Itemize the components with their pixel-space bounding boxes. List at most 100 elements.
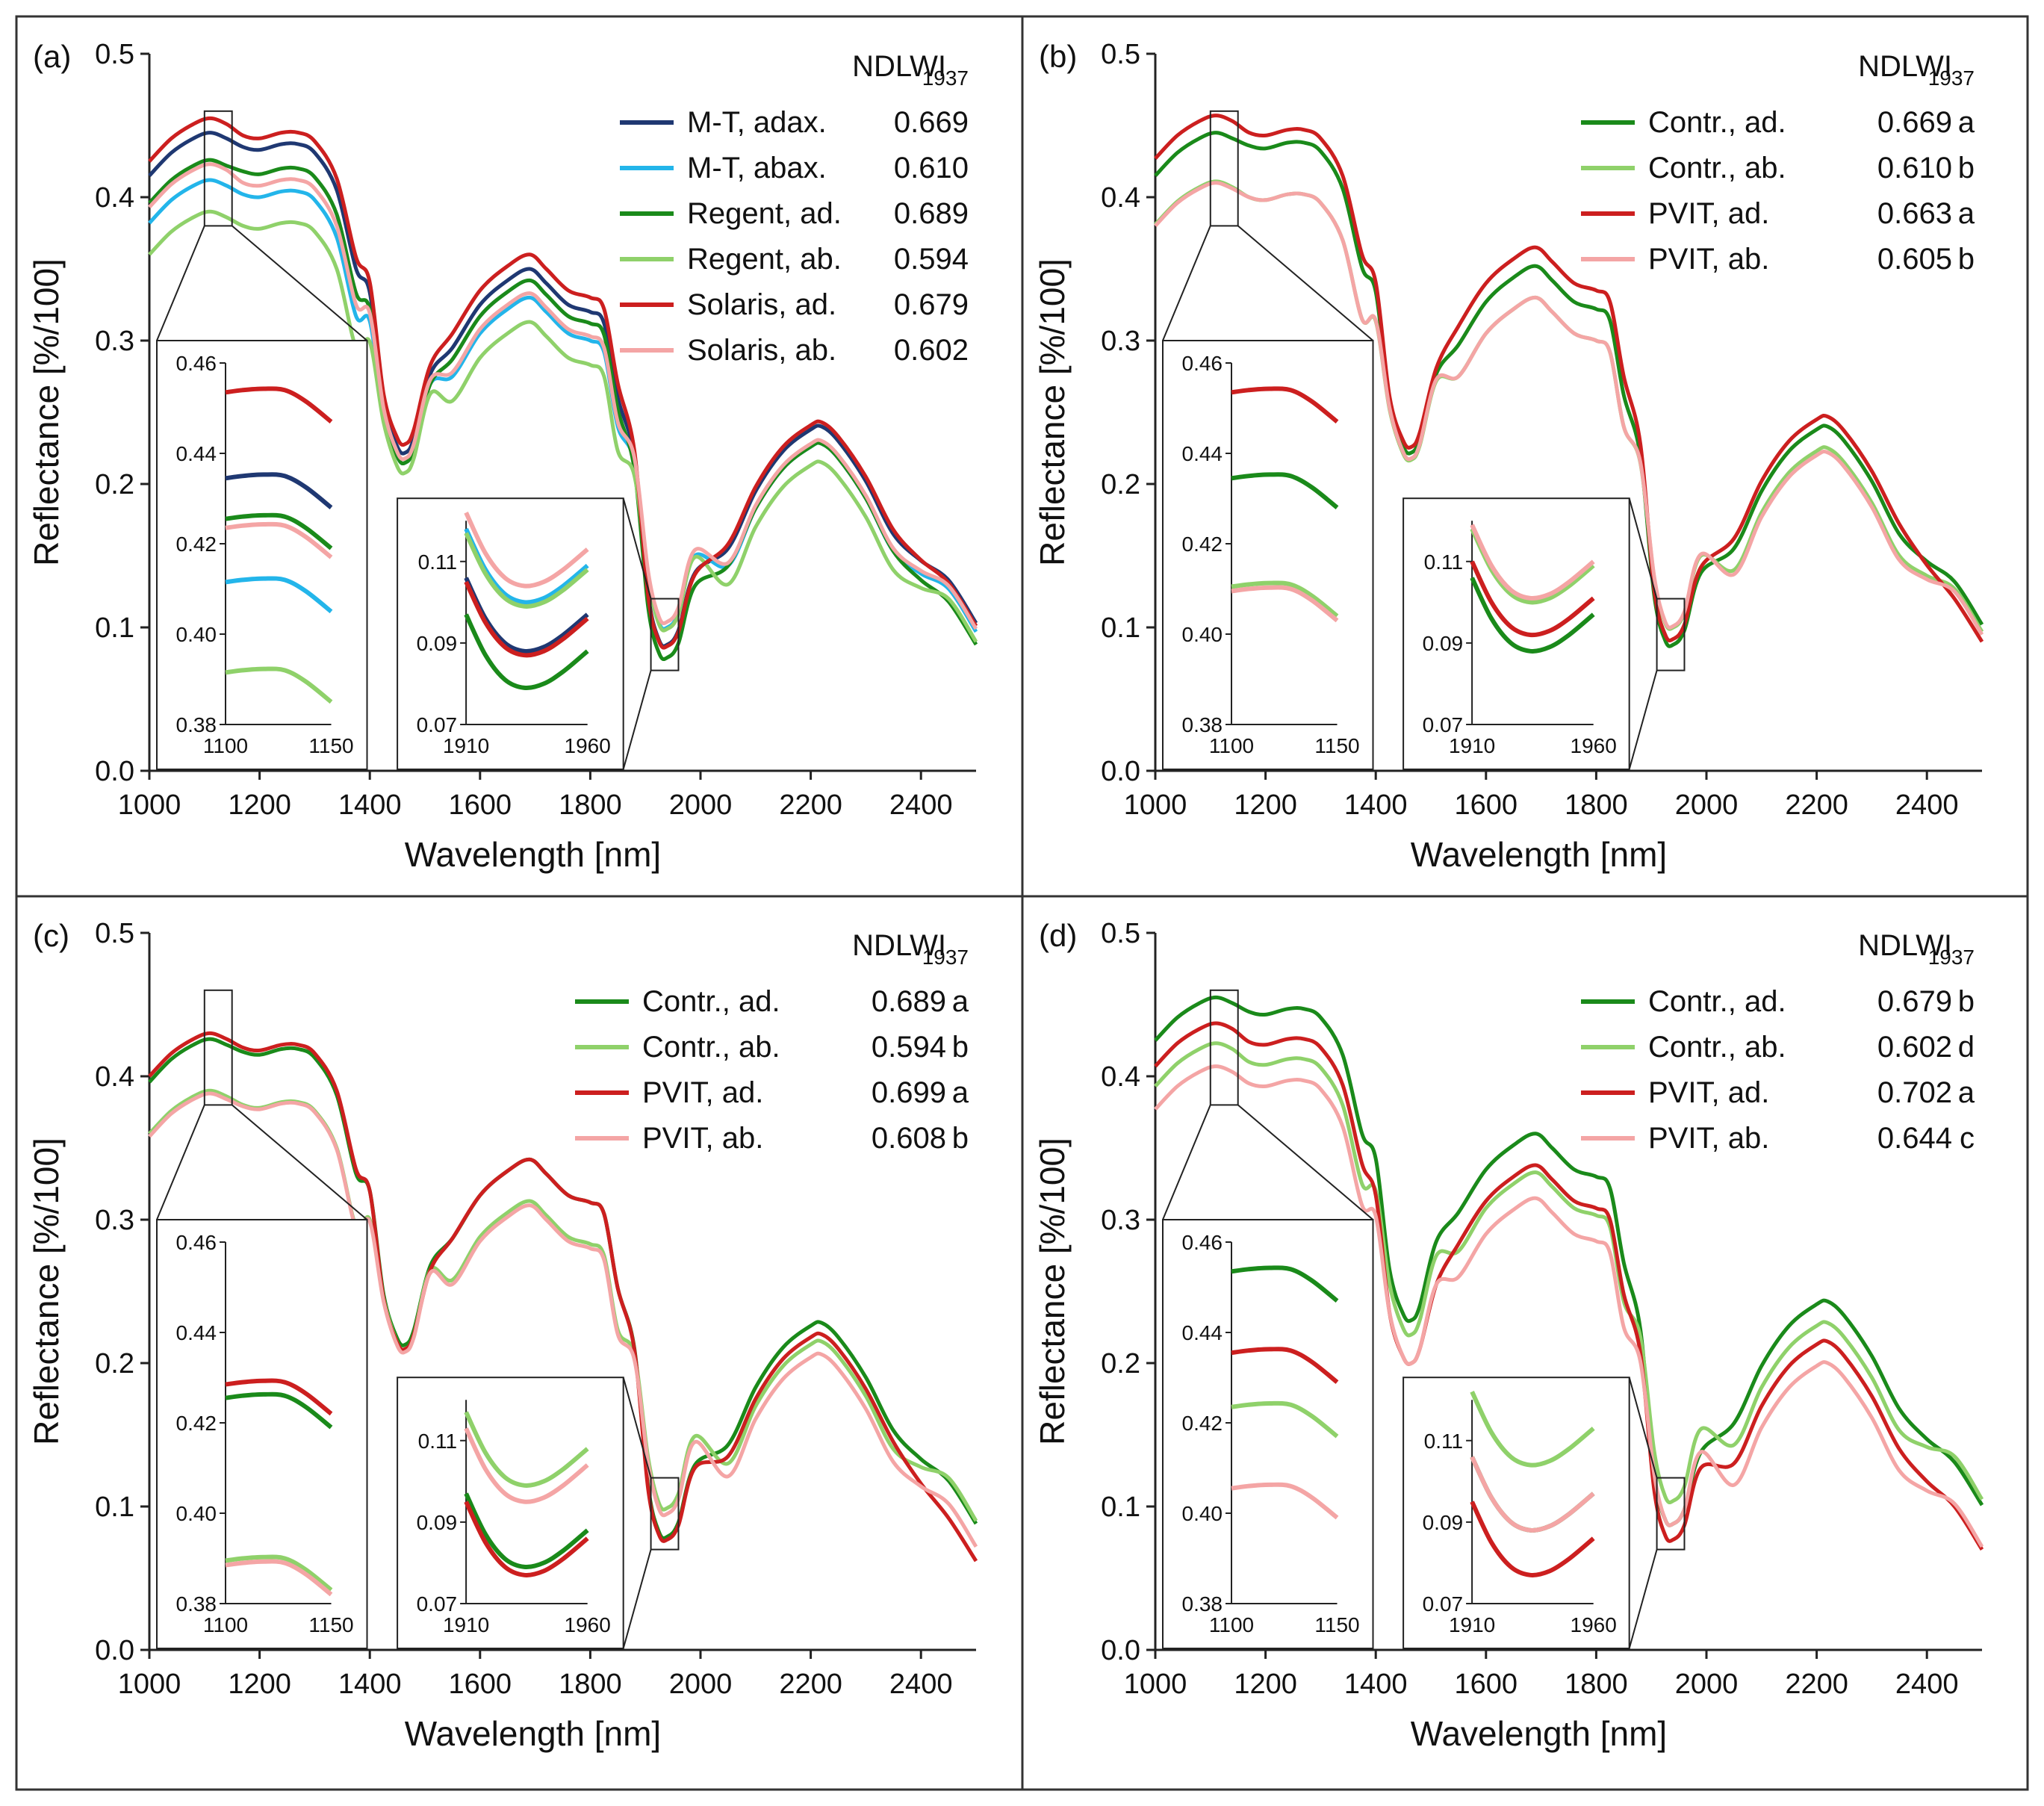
inset-1-series-line — [225, 1391, 333, 1430]
x-tick-label: 1600 — [1455, 1669, 1518, 1700]
series-line — [148, 1091, 978, 1548]
legend-entry-value: 0.663 — [1877, 197, 1952, 230]
legend-entry-letter: b — [952, 1031, 969, 1064]
legend-entry-letter: c — [1960, 1122, 1975, 1155]
x-tick-label: 1000 — [118, 789, 181, 821]
inset-2-series-line — [1470, 1456, 1595, 1533]
inset-1-y-tick-label: 0.46 — [1182, 1231, 1223, 1254]
inset-2-series-line — [1470, 1501, 1595, 1577]
legend-entry-value: 0.644 — [1877, 1122, 1952, 1155]
legend-entry-letter: b — [1958, 243, 1975, 276]
inset-1-y-tick-label: 0.44 — [1182, 442, 1223, 465]
inset-1-x-tick-label: 1150 — [1314, 1613, 1359, 1636]
y-tick-label: 0.2 — [95, 469, 134, 500]
series-line — [1154, 114, 1984, 643]
y-tick-label: 0.1 — [1101, 1492, 1140, 1523]
legend-title-subscript: 1937 — [1928, 946, 1975, 969]
legend-entry-value: 0.594 — [894, 243, 969, 276]
inset-1-y-tick-label: 0.38 — [176, 713, 217, 736]
inset-1-series-line — [1231, 1482, 1339, 1520]
inset-1-series-line — [1231, 386, 1339, 424]
panel-label: (a) — [33, 39, 71, 74]
inset-1-x-tick-label: 1100 — [1209, 734, 1254, 757]
x-tick-label: 1200 — [228, 1669, 291, 1700]
x-tick-label: 2200 — [1785, 789, 1848, 821]
x-tick-label: 2000 — [669, 789, 733, 821]
inset-2-x-tick-label: 1960 — [1571, 1613, 1617, 1636]
y-tick-label: 0.1 — [95, 612, 134, 644]
inset-2-series-line — [464, 512, 589, 589]
inset-1-connector — [1162, 226, 1211, 341]
legend-entry-value: 0.689 — [894, 197, 969, 230]
inset-1-series-line — [225, 472, 333, 509]
inset-1-series-line — [1231, 580, 1339, 618]
inset-2-x-tick-label: 1910 — [1449, 734, 1495, 757]
x-tick-label: 2200 — [1785, 1669, 1848, 1700]
series-line — [148, 116, 978, 650]
inset-1-frame — [1162, 1219, 1374, 1649]
inset-2-y-tick-label: 0.11 — [1424, 1430, 1463, 1453]
panel-label: (b) — [1039, 39, 1077, 74]
y-tick-label: 0.4 — [95, 182, 134, 214]
y-tick-label: 0.5 — [95, 918, 134, 949]
legend-entry-name: Regent, ad. — [687, 197, 842, 230]
y-tick-label: 0.3 — [95, 1205, 134, 1236]
legend-entry-name: PVIT, ad. — [642, 1076, 763, 1109]
inset-1-y-tick-label: 0.40 — [1182, 623, 1223, 646]
chart-panel-a: 0.0 0.1 0.2 0.3 0.4 0.5 1000 1200 1400 1600 1800 20… — [27, 39, 978, 874]
inset-1-connector — [156, 226, 205, 341]
inset-1-x-tick-label: 1100 — [203, 734, 248, 757]
inset-1-connector — [156, 1105, 205, 1220]
y-axis-title: Reflectance [%/100] — [1033, 1138, 1072, 1445]
y-tick-label: 0.4 — [95, 1061, 134, 1093]
inset-2-series-line — [464, 532, 589, 609]
x-tick-label: 1400 — [1344, 1669, 1408, 1700]
inset-2-x-tick-label: 1960 — [565, 1613, 611, 1636]
legend-entry-value: 0.610 — [894, 152, 969, 184]
legend-entry-letter: a — [1958, 1076, 1975, 1109]
x-axis-title: Wavelength [nm] — [1411, 1714, 1667, 1753]
y-tick-label: 0.0 — [95, 756, 134, 787]
x-tick-label: 2400 — [889, 789, 953, 821]
inset-1-y-tick-label: 0.38 — [1182, 713, 1223, 736]
inset-2-connector — [622, 1549, 652, 1649]
y-tick-label: 0.0 — [1101, 1635, 1140, 1666]
y-tick-label: 0.2 — [95, 1348, 134, 1380]
inset-2-x-tick-label: 1960 — [1571, 734, 1617, 757]
legend-entry-name: Contr., ab. — [1648, 152, 1786, 184]
inset-1-connector — [1162, 1105, 1211, 1220]
inset-1-y-tick-label: 0.38 — [176, 1592, 217, 1616]
chart-panel-c: 0.0 0.1 0.2 0.3 0.4 0.5 1000 1200 1400 1600 1800 20… — [27, 918, 978, 1753]
legend-title-subscript: 1937 — [1928, 66, 1975, 90]
x-tick-label: 1600 — [449, 1669, 512, 1700]
y-tick-label: 0.4 — [1101, 182, 1140, 214]
series-line — [148, 158, 978, 662]
y-tick-label: 0.1 — [95, 1492, 134, 1523]
legend-entry-name: Solaris, ad. — [687, 288, 836, 321]
chart-panel-b: 0.0 0.1 0.2 0.3 0.4 0.5 1000 1200 1400 1600 1800 20… — [1033, 39, 1984, 874]
inset-2-connector — [1628, 1549, 1658, 1649]
legend-entry-value: 0.669 — [1877, 106, 1952, 139]
inset-1-series-line — [1231, 472, 1339, 509]
inset-1-y-tick-label: 0.40 — [176, 1502, 217, 1525]
inset-1-series-line — [225, 521, 333, 559]
legend-entry-name: Contr., ad. — [1648, 106, 1786, 139]
legend-entry-name: PVIT, ab. — [1648, 243, 1769, 276]
inset-1-series-line — [225, 1554, 333, 1592]
inset-2-series-line — [1470, 560, 1595, 638]
x-tick-label: 1600 — [1455, 789, 1518, 821]
legend-entry-value: 0.610 — [1877, 152, 1952, 184]
inset-2-series-line — [464, 1427, 589, 1504]
legend-entry-value: 0.689 — [872, 985, 946, 1018]
inset-1-y-tick-label: 0.38 — [1182, 1592, 1223, 1616]
legend-entry-value: 0.702 — [1877, 1076, 1952, 1109]
inset-1-series-line — [225, 1378, 333, 1416]
inset-2-series-line — [464, 613, 589, 691]
inset-1-y-tick-label: 0.44 — [176, 1321, 217, 1344]
legend-entry-name: Contr., ad. — [1648, 985, 1786, 1018]
x-tick-label: 2400 — [889, 1669, 953, 1700]
series-line — [148, 209, 978, 643]
inset-1-y-tick-label: 0.42 — [1182, 1412, 1223, 1435]
inset-1-y-tick-label: 0.46 — [176, 1231, 217, 1254]
y-tick-label: 0.3 — [1101, 326, 1140, 357]
